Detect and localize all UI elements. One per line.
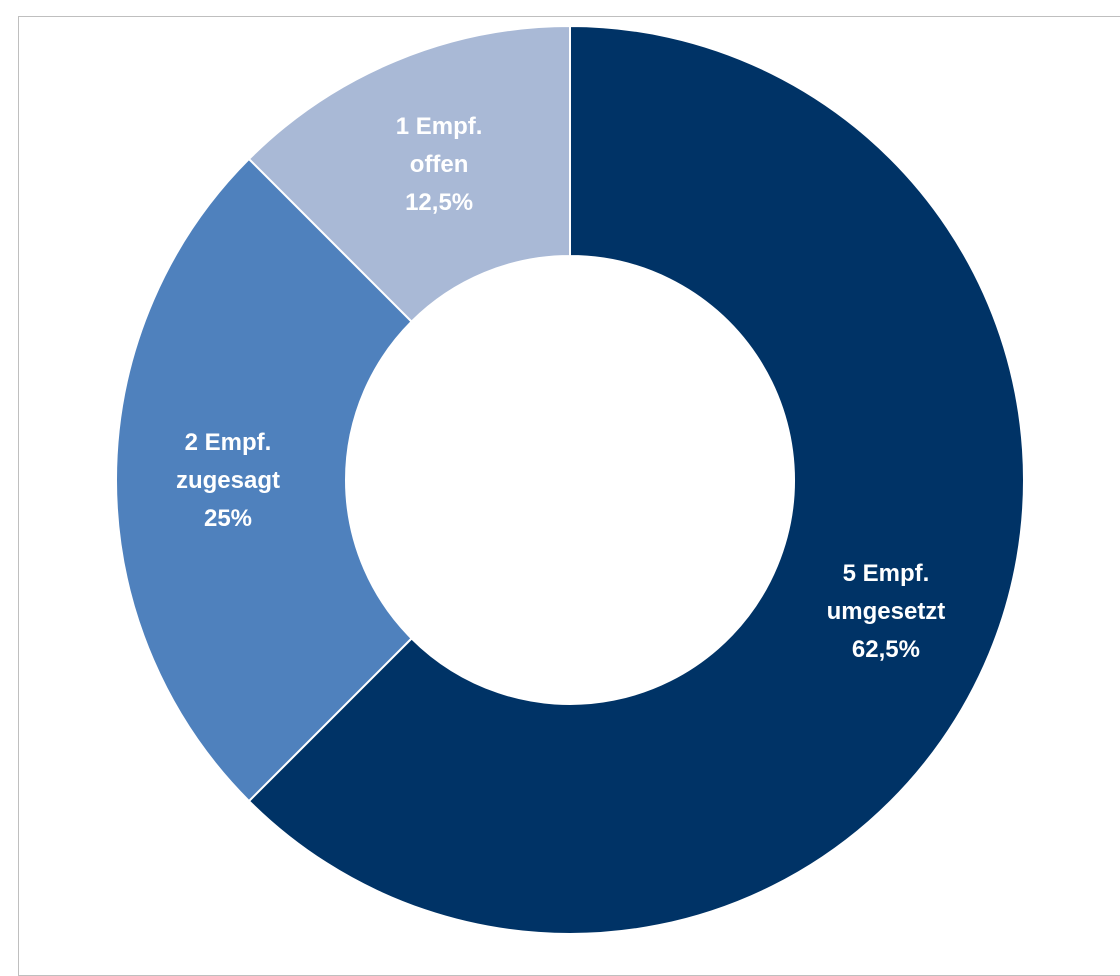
donut-slice-2: [115, 157, 414, 803]
slice-label-line: 25%: [204, 505, 252, 532]
donut-slice-3: [247, 24, 571, 324]
slices-layer: [115, 24, 1025, 935]
slice-label-line: offen: [410, 151, 469, 178]
slice-label-line: 12,5%: [405, 189, 473, 216]
slice-label-line: 62,5%: [852, 636, 920, 663]
labels-layer: 5 Empf. umgesetzt 62,5% 2 Empf. zugesagt 25% 1…: [176, 113, 945, 663]
slice-label-line: 5 Empf.: [843, 560, 930, 587]
slice-label-1: 5 Empf. umgesetzt 62,5%: [827, 560, 946, 663]
slice-label-2: 2 Empf. zugesagt 25%: [176, 429, 280, 532]
slice-label-3: 1 Empf. offen 12,5%: [396, 113, 483, 216]
slice-label-line: 2 Empf.: [185, 429, 272, 456]
slice-label-line: umgesetzt: [827, 598, 946, 625]
donut-slice-1: [247, 24, 1025, 935]
slice-label-line: 1 Empf.: [396, 113, 483, 140]
slice-label-line: zugesagt: [176, 467, 280, 494]
